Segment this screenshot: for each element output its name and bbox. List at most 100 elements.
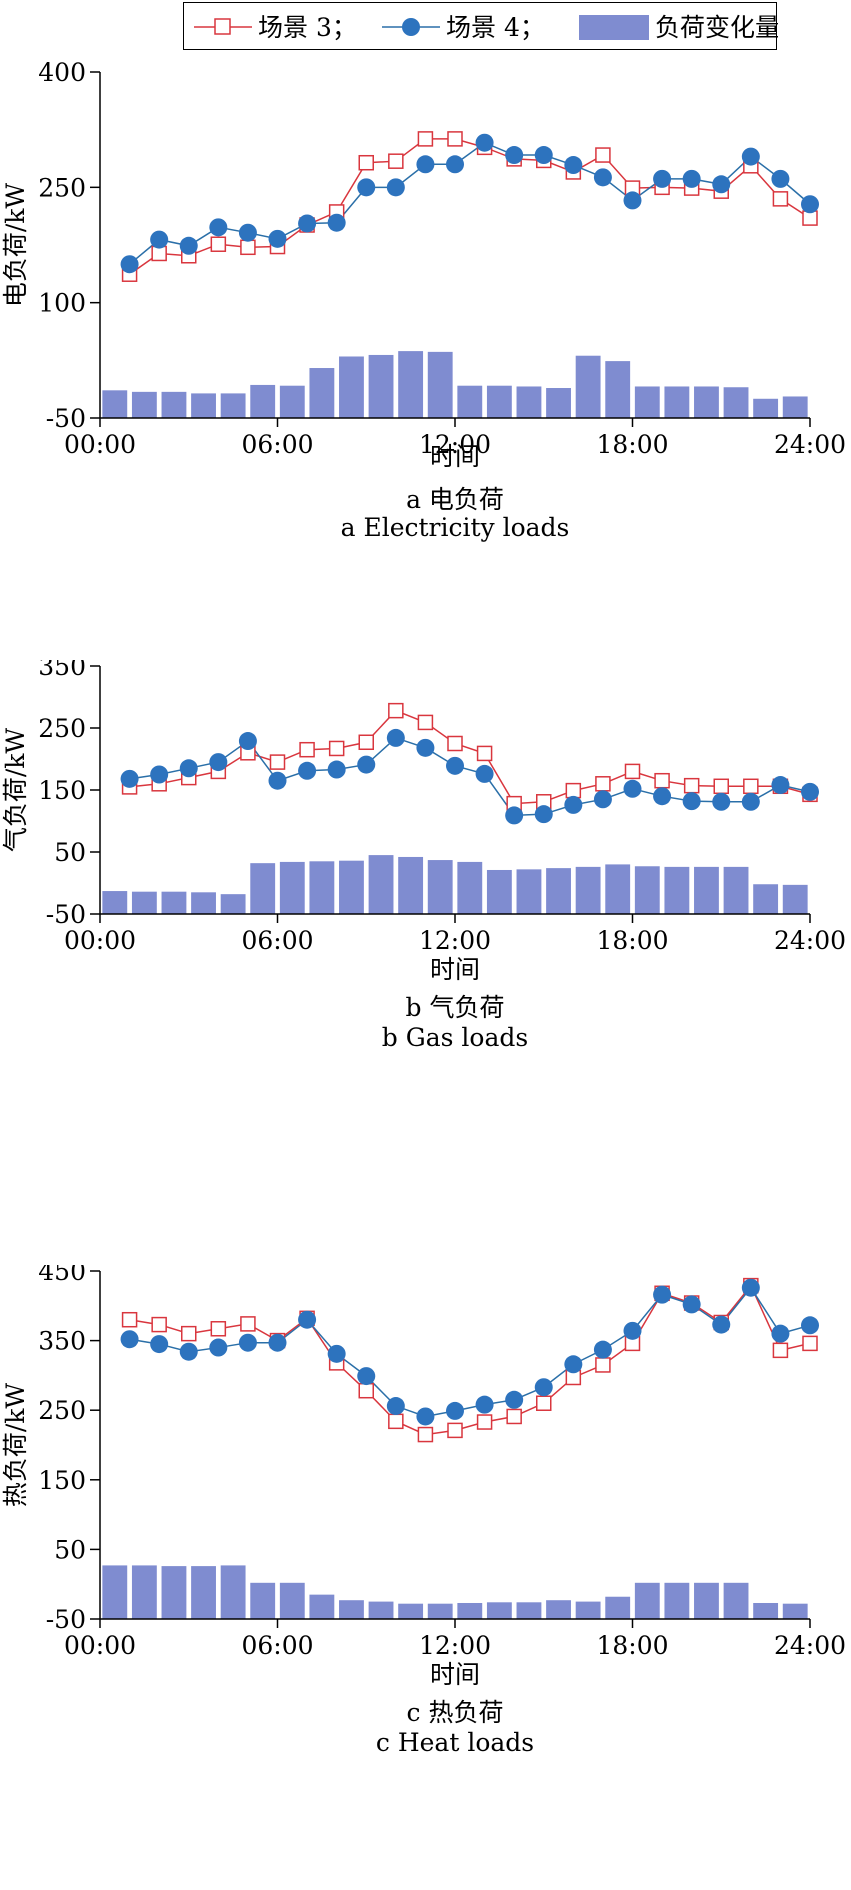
x-tick-label: 18:00 — [596, 430, 668, 459]
scenario3-point — [595, 1357, 611, 1373]
change-bar — [339, 1600, 364, 1619]
caption-english: a Electricity loads — [341, 513, 570, 542]
change-bar — [486, 385, 512, 418]
legend-bars-swatch — [579, 15, 649, 40]
change-bar — [279, 1582, 305, 1619]
change-bar — [220, 393, 246, 418]
scenario4-point — [801, 1316, 819, 1335]
scenario4-point — [593, 168, 612, 187]
scenario3-point — [417, 1426, 434, 1443]
change-bar — [368, 855, 394, 914]
change-bar — [575, 866, 601, 914]
scenario4-point — [357, 755, 376, 774]
scenario4-point — [120, 1330, 139, 1349]
change-bar — [250, 1582, 276, 1619]
scenario3-point — [536, 1395, 552, 1411]
change-bar — [605, 1596, 631, 1619]
x-tick-label: 06:00 — [241, 926, 313, 955]
scenario4-point — [386, 728, 405, 747]
y-tick-label: 350 — [38, 660, 86, 681]
change-bar — [694, 1582, 719, 1619]
scenario4-point — [505, 806, 524, 825]
x-tick-label: 12:00 — [419, 1631, 491, 1660]
legend-box: 场景 3； 场景 4； 负荷变化量 — [183, 2, 778, 50]
scenario4-point — [446, 756, 464, 775]
scenario4-point — [653, 169, 672, 188]
scenario4-point — [327, 1344, 346, 1363]
y-tick-label: -50 — [46, 1605, 86, 1634]
change-bar — [220, 894, 246, 914]
change-bar — [309, 861, 335, 914]
y-tick-label: 50 — [54, 1535, 86, 1564]
x-tick-label: 24:00 — [774, 1631, 846, 1660]
change-bar — [664, 866, 690, 914]
scenario4-point — [150, 765, 169, 784]
change-bar — [279, 861, 305, 914]
x-tick-label: 18:00 — [596, 926, 668, 955]
scenario4-point — [564, 795, 583, 814]
scenario4-point — [446, 155, 464, 174]
scenario3-point — [802, 1335, 818, 1352]
scenario4-point — [268, 229, 287, 248]
change-bar — [102, 1565, 128, 1619]
scenario4-point — [593, 790, 612, 809]
scenario4-point — [416, 155, 435, 174]
y-tick-label: 250 — [38, 714, 86, 743]
scenario4-point — [653, 787, 672, 806]
scenario4-point — [564, 1355, 583, 1374]
change-bar — [339, 860, 364, 914]
scenario4-point — [593, 1340, 612, 1359]
scenario4-point — [386, 1397, 405, 1416]
scenario3-point — [358, 1382, 374, 1399]
x-axis-label: 时间 — [430, 955, 480, 984]
scenario4-point — [268, 1333, 287, 1352]
caption-english: c Heat loads — [376, 1728, 534, 1757]
scenario4-point — [712, 175, 731, 194]
change-bar — [102, 891, 128, 914]
y-tick-label: 250 — [38, 1396, 86, 1425]
change-bar — [723, 866, 749, 914]
scenario4-point — [534, 1378, 553, 1397]
change-bar — [131, 1565, 157, 1619]
scenario4-point — [741, 147, 760, 166]
scenario4-point — [416, 738, 435, 757]
change-bar — [339, 356, 364, 418]
scenario4-point — [357, 1367, 376, 1386]
x-tick-label: 24:00 — [774, 926, 846, 955]
change-bar — [191, 393, 216, 418]
scenario3-point — [654, 772, 670, 789]
x-tick-label: 00:00 — [64, 926, 136, 955]
scenario4-point — [623, 779, 642, 798]
scenario4-point — [682, 169, 701, 188]
change-bar — [279, 385, 305, 418]
scenario4-point — [327, 760, 346, 779]
scenario4-point — [179, 1342, 198, 1361]
change-bar — [782, 884, 808, 914]
change-bar — [191, 1566, 216, 1619]
change-bar — [398, 1603, 424, 1619]
change-bar — [694, 866, 719, 914]
scenario3-point — [121, 1311, 138, 1328]
scenario3-point — [299, 741, 315, 758]
scenario4-point — [534, 805, 553, 824]
scenario4-point — [268, 771, 287, 790]
y-tick-label: -50 — [46, 900, 86, 929]
scenario4-point — [179, 236, 198, 255]
change-bar — [782, 396, 808, 418]
electricity-load-chart: -50 100 250 400 00:00 06:00 12:00 18:00 24:00 电负荷… — [1, 58, 846, 542]
scenario4-point — [327, 213, 346, 232]
caption-english: b Gas loads — [382, 1023, 528, 1052]
change-bar — [516, 869, 542, 914]
scenario3-point — [447, 735, 463, 752]
change-bar — [457, 861, 483, 914]
scenario4-point — [682, 792, 701, 811]
scenario3-point — [181, 1325, 197, 1342]
scenario4-point — [712, 1315, 731, 1334]
gas-load-chart: -50 50 150 250 350 00:00 06:00 12:00 18:00 24:00 气… — [1, 660, 846, 1052]
scenario4-point — [505, 1390, 524, 1409]
scenario4-point — [505, 146, 524, 165]
change-bar — [220, 1565, 246, 1619]
change-bar — [250, 863, 276, 914]
scenario4-point — [475, 133, 494, 152]
y-axis-label: 热负荷/kW — [1, 1383, 30, 1508]
